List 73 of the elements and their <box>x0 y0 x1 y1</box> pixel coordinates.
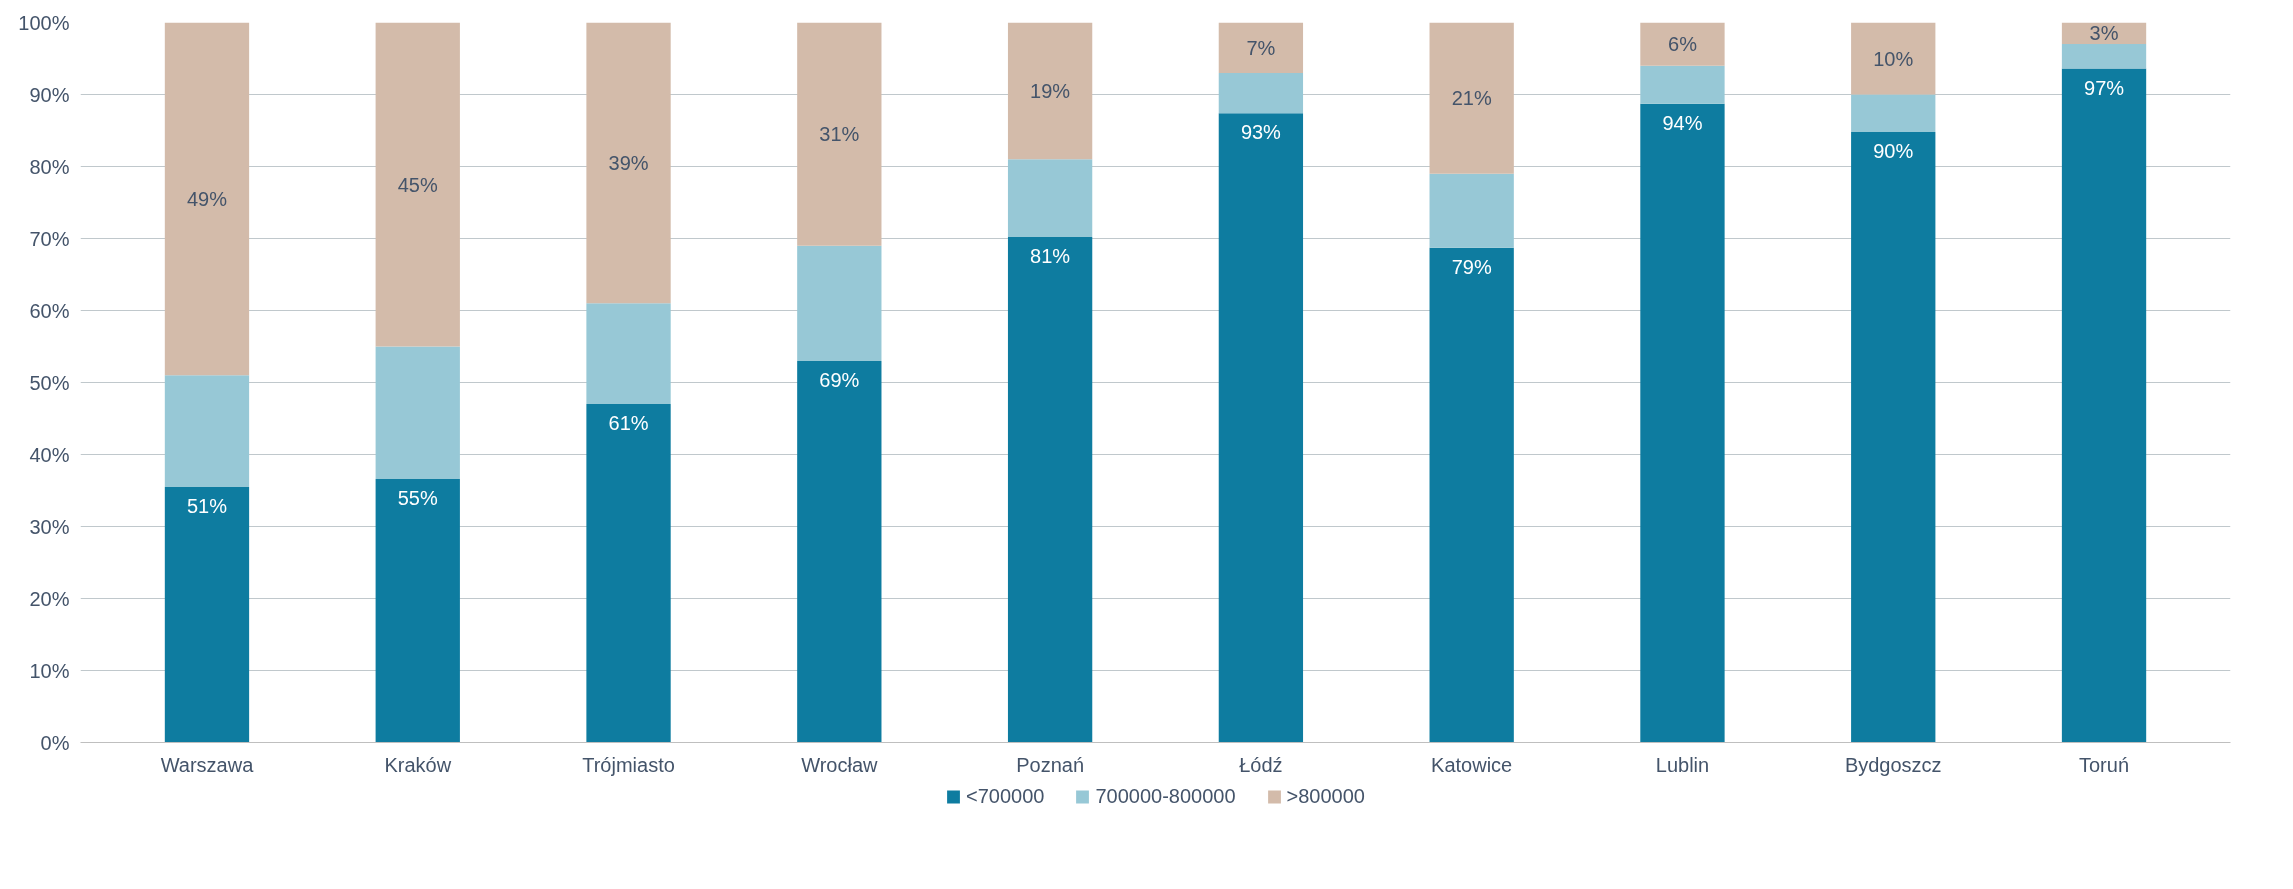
x-tick-label: Warszawa <box>160 753 255 776</box>
bar <box>164 486 250 743</box>
y-tick-label: 50% <box>29 371 70 394</box>
bar <box>164 22 250 376</box>
x-tick-label: Toruń <box>2079 753 2130 776</box>
annotation: 97% <box>2084 76 2125 99</box>
x-tick-label: Łódź <box>1239 753 1283 776</box>
data-label: 3% <box>2089 22 2119 45</box>
bar <box>1851 131 1936 743</box>
annotation: 93% <box>1240 121 1282 144</box>
data-label: 49% <box>186 187 228 210</box>
data-label: 7% <box>1246 36 1276 59</box>
bar <box>2061 44 2147 69</box>
bar <box>1851 94 1936 132</box>
bar <box>586 303 671 405</box>
bar <box>1640 103 1725 743</box>
bar <box>1218 113 1304 743</box>
data-label: 31% <box>819 123 860 146</box>
y-tick-label: 30% <box>29 515 70 538</box>
bar <box>1640 22 1725 66</box>
annotation: 94% <box>1662 111 1703 134</box>
bar <box>375 478 460 743</box>
x-tick-label: Poznań <box>1016 753 1085 776</box>
data-label: 45% <box>397 173 438 196</box>
bar <box>586 404 671 743</box>
annotation: 55% <box>397 486 438 509</box>
y-tick-label: 20% <box>29 587 70 610</box>
y-tick-label: 10% <box>29 659 70 682</box>
annotation: 51% <box>186 494 228 517</box>
bar <box>586 22 671 304</box>
y-tick-label: 40% <box>29 443 70 466</box>
bar <box>1007 237 1093 743</box>
y-tick-label: 0% <box>40 731 70 754</box>
bar <box>1007 159 1093 238</box>
y-tick-label: 80% <box>29 155 70 178</box>
x-tick-label: Lublin <box>1655 753 1710 776</box>
x-tick-label: Bydgoszcz <box>1844 753 1942 776</box>
data-label: 21% <box>1451 87 1492 110</box>
x-tick-label: Katowice <box>1431 753 1513 776</box>
bar <box>1851 22 1936 95</box>
data-label: 10% <box>1873 47 1914 70</box>
y-tick-label: 60% <box>29 299 70 322</box>
bar <box>797 22 882 246</box>
annotation: 61% <box>608 412 649 435</box>
bar <box>2061 68 2147 743</box>
annotation: 81% <box>1030 245 1071 268</box>
legend-label: <700000 <box>966 784 1045 808</box>
y-tick-label: 100% <box>18 11 70 34</box>
legend-label: 700000-800000 <box>1095 784 1236 808</box>
data-label: 39% <box>608 151 649 174</box>
data-label: 19% <box>1030 79 1071 102</box>
bar <box>797 360 882 743</box>
legend-label: >800000 <box>1286 784 1365 808</box>
bar <box>797 245 882 361</box>
bar <box>1429 22 1514 174</box>
y-tick-label: 90% <box>29 83 70 106</box>
x-tick-label: Kraków <box>384 753 452 776</box>
annotation: 69% <box>819 368 860 391</box>
annotation: 79% <box>1451 255 1492 278</box>
bar <box>1007 22 1093 160</box>
y-tick-label: 70% <box>29 227 70 250</box>
bar <box>164 375 250 487</box>
bar <box>1218 22 1304 73</box>
x-tick-label: Trójmiasto <box>582 753 675 776</box>
data-label: 6% <box>1668 33 1698 56</box>
bar <box>1218 72 1304 114</box>
x-tick-label: Wrocław <box>801 753 879 776</box>
bar <box>375 22 460 347</box>
bar <box>1640 65 1725 104</box>
annotation: 90% <box>1873 139 1914 162</box>
bar <box>1429 247 1514 743</box>
bar <box>375 346 460 479</box>
bar <box>1429 173 1514 248</box>
